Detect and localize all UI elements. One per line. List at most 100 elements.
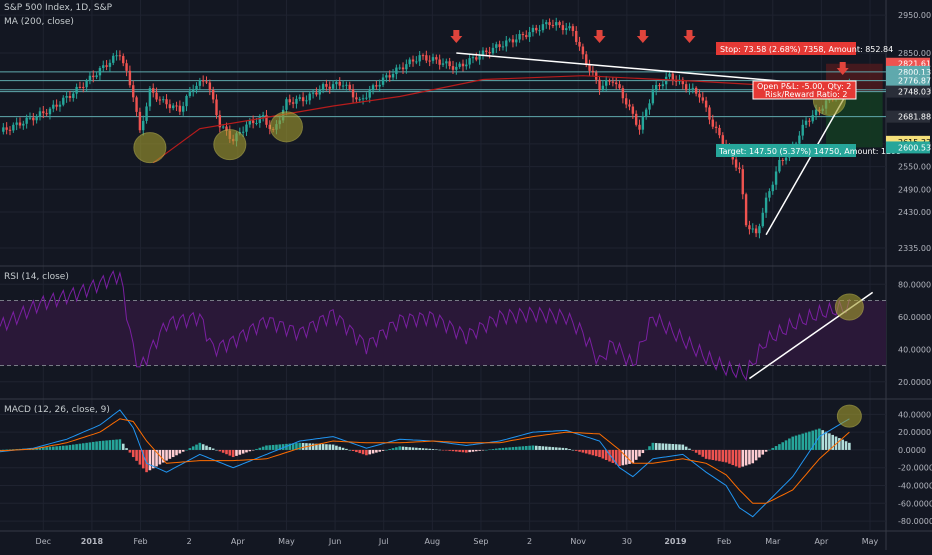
candle-body (168, 104, 172, 109)
price-y-tick-label: 2950.00 (898, 11, 931, 20)
candle-body (754, 228, 758, 234)
macd-histogram-bar (791, 436, 795, 450)
candle-body (118, 55, 122, 57)
macd-histogram-bar (275, 444, 278, 450)
macd-histogram-bar (701, 449, 705, 457)
candle-body (385, 75, 388, 78)
candle-body (138, 111, 142, 131)
candle-body (358, 99, 361, 101)
candle-body (575, 30, 578, 42)
candle-body (2, 127, 5, 132)
macd-histogram-bar (824, 431, 828, 450)
highlight-circle[interactable] (133, 132, 167, 164)
price-tag (886, 85, 930, 98)
macd-histogram-bar (191, 446, 195, 450)
macd-histogram-bar (808, 431, 811, 450)
price-tag-text: 2800.13 (898, 68, 931, 77)
candle-body (461, 63, 465, 67)
macd-histogram-bar (774, 446, 778, 450)
macd-histogram-bar (195, 444, 198, 450)
macd-histogram-bar (494, 448, 498, 450)
price-tag (886, 74, 930, 87)
candle-body (778, 159, 781, 172)
candle-body (681, 79, 685, 85)
macd-histogram-bar (671, 444, 675, 450)
candle-body (22, 123, 25, 126)
rsi-y-tick-label: 40.0000 (898, 345, 931, 354)
candle-body (431, 57, 435, 61)
macd-histogram-bar (155, 449, 158, 467)
candle-body (325, 84, 328, 87)
macd-histogram-bar (744, 449, 748, 466)
candle-body (734, 159, 738, 168)
down-arrow-icon[interactable] (593, 30, 606, 43)
macd-histogram-bar (335, 445, 338, 450)
macd-histogram-bar (465, 449, 468, 453)
macd-histogram-bar (408, 447, 411, 450)
candle-body (761, 212, 764, 227)
target-label: Target: 147.50 (5.37%) 14750, Amount: 12… (718, 147, 901, 156)
candle-body (451, 66, 455, 70)
candle-body (631, 106, 635, 114)
x-tick-label: May (862, 537, 879, 546)
candle-body (684, 84, 688, 91)
macd-histogram-bar (534, 445, 538, 450)
x-tick-label: Apr (231, 537, 246, 546)
highlight-circle[interactable] (213, 129, 247, 161)
x-tick-label: Nov (570, 537, 586, 546)
macd-histogram-bar (614, 449, 618, 465)
candle-body (418, 55, 421, 62)
macd-histogram-bar (651, 442, 655, 450)
macd-histogram-bar (684, 446, 688, 450)
highlight-circle[interactable] (269, 111, 303, 143)
candle-body (388, 75, 391, 78)
candle-body (644, 109, 648, 117)
macd-histogram-bar (511, 447, 515, 450)
open-pnl-box (752, 80, 857, 100)
down-arrow-icon[interactable] (836, 62, 849, 75)
down-arrow-icon[interactable] (636, 30, 649, 43)
candle-body (415, 61, 418, 63)
macd-histogram-bar (478, 449, 481, 451)
candle-body (268, 124, 271, 129)
candle-body (781, 159, 784, 161)
macd-histogram-bar (338, 446, 342, 450)
macd-histogram-bar (831, 434, 835, 450)
rsi-highlight-circle[interactable] (834, 293, 864, 321)
candle-body (328, 86, 331, 89)
candle-body (32, 117, 35, 121)
candle-body (521, 33, 525, 36)
macd-histogram-bar (664, 443, 668, 450)
candle-body (135, 97, 138, 112)
x-tick-label: 2 (527, 537, 532, 546)
macd-histogram-bar (448, 449, 451, 451)
macd-y-tick-label: 0.0000 (898, 446, 926, 455)
macd-histogram-bar (278, 444, 282, 450)
macd-histogram-bar (328, 444, 332, 450)
macd-histogram-bar (531, 445, 535, 450)
macd-histogram-bar (711, 449, 715, 461)
down-arrow-icon[interactable] (450, 30, 463, 43)
candle-body (78, 86, 82, 88)
macd-histogram-bar (68, 445, 72, 450)
candle-body (774, 171, 778, 185)
candle-body (195, 85, 198, 90)
macd-histogram-bar (175, 449, 178, 456)
macd-histogram-bar (754, 449, 758, 461)
macd-histogram-bar (235, 449, 238, 456)
macd-histogram-bar (205, 445, 208, 450)
down-arrow-icon[interactable] (683, 30, 696, 43)
candle-body (348, 84, 351, 90)
macd-histogram-bar (771, 447, 775, 450)
ma200-line (152, 75, 850, 164)
macd-highlight-circle[interactable] (836, 404, 862, 428)
macd-histogram-bar (148, 449, 152, 471)
macd-histogram-bar (451, 449, 455, 452)
candle-body (308, 93, 311, 101)
macd-histogram-bar (668, 443, 671, 450)
macd-histogram-bar (128, 449, 132, 453)
macd-histogram-bar (594, 449, 598, 457)
macd-histogram-bar (115, 439, 118, 450)
